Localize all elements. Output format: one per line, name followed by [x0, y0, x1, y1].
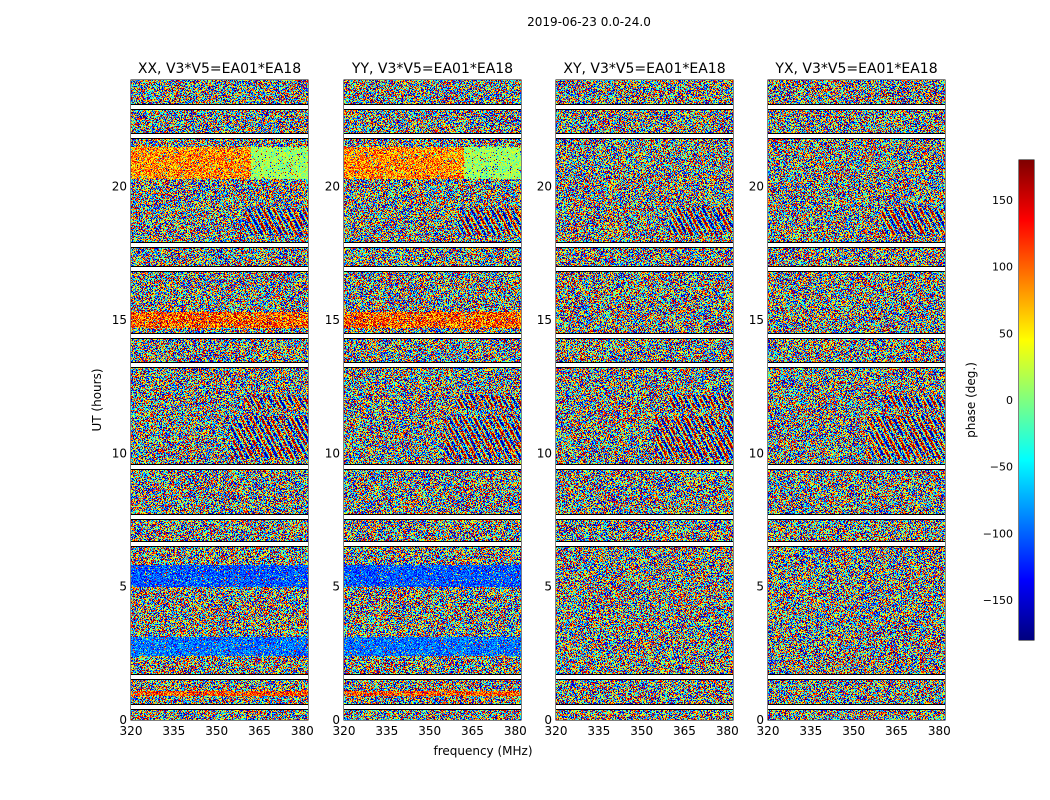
x-tick-label: 320: [120, 724, 143, 738]
colorbar-tick-label: 50: [999, 327, 1013, 340]
y-tick-label: 0: [332, 713, 340, 727]
y-axis-label: UT (hours): [90, 368, 104, 431]
x-tick-label: 350: [842, 724, 865, 738]
y-tick-label: 15: [325, 313, 340, 327]
x-tick-label: 320: [757, 724, 780, 738]
colorbar-tick-label: −50: [990, 461, 1013, 474]
heatmap-yy: [344, 80, 521, 720]
x-tick-label: 365: [248, 724, 271, 738]
colorbar-gradient: [1019, 160, 1034, 640]
y-tick-label: 20: [325, 180, 340, 194]
y-tick-label: 10: [749, 446, 764, 460]
x-tick-label: 350: [205, 724, 228, 738]
y-tick-label: 0: [119, 713, 127, 727]
y-tick-label: 10: [325, 446, 340, 460]
colorbar-tick-label: 150: [992, 194, 1013, 207]
y-tick-label: 20: [537, 180, 552, 194]
x-tick-label: 320: [333, 724, 356, 738]
colorbar-tick-label: −150: [983, 594, 1013, 607]
y-tick-label: 10: [537, 446, 552, 460]
colorbar-label: phase (deg.): [964, 362, 978, 438]
heatmap-yx: [768, 80, 945, 720]
y-tick-label: 20: [749, 180, 764, 194]
panel-title-yx: YX, V3*V5=EA01*EA18: [774, 61, 937, 77]
y-tick-label: 0: [756, 713, 764, 727]
x-tick-label: 365: [461, 724, 484, 738]
x-tick-label: 335: [587, 724, 610, 738]
x-tick-label: 335: [799, 724, 822, 738]
x-tick-label: 335: [162, 724, 185, 738]
x-tick-label: 365: [885, 724, 908, 738]
heatmap-xx: [131, 80, 308, 720]
y-tick-label: 5: [119, 580, 127, 594]
x-tick-label: 350: [630, 724, 653, 738]
y-tick-label: 5: [756, 580, 764, 594]
panel-title-xy: XY, V3*V5=EA01*EA18: [563, 61, 725, 77]
colorbar-tick-label: 0: [1006, 394, 1013, 407]
y-tick-label: 5: [332, 580, 340, 594]
x-tick-label: 380: [716, 724, 739, 738]
x-tick-label: 380: [504, 724, 527, 738]
colorbar-tick-label: 100: [992, 261, 1013, 274]
panel-title-xx: XX, V3*V5=EA01*EA18: [138, 61, 301, 77]
y-tick-label: 5: [544, 580, 552, 594]
x-tick-label: 320: [545, 724, 568, 738]
y-tick-label: 20: [112, 180, 127, 194]
y-tick-label: 15: [112, 313, 127, 327]
x-tick-label: 380: [291, 724, 314, 738]
panel-title-yy: YY, V3*V5=EA01*EA18: [351, 61, 513, 77]
x-axis-label: frequency (MHz): [433, 744, 532, 758]
y-tick-label: 15: [537, 313, 552, 327]
y-tick-label: 15: [749, 313, 764, 327]
colorbar-tick-label: −100: [983, 527, 1013, 540]
y-tick-label: 10: [112, 446, 127, 460]
heatmap-xy: [556, 80, 733, 720]
x-tick-label: 380: [928, 724, 951, 738]
x-tick-label: 365: [673, 724, 696, 738]
figure-title: 2019-06-23 0.0-24.0: [527, 15, 651, 29]
x-tick-label: 350: [418, 724, 441, 738]
y-tick-label: 0: [544, 713, 552, 727]
x-tick-label: 335: [375, 724, 398, 738]
